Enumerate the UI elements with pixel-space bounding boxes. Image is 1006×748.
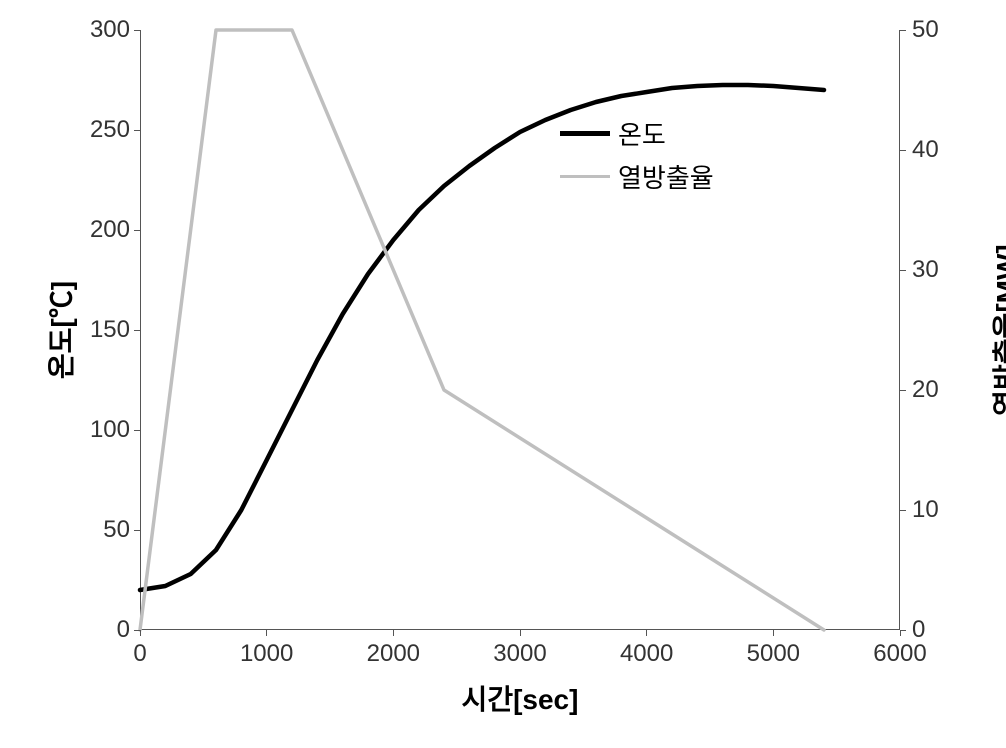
x-tick-label: 3000 (480, 640, 560, 668)
legend-label: 열방출율 (618, 158, 714, 195)
legend-line-icon (560, 175, 610, 179)
legend-label: 온도 (618, 115, 666, 152)
y-left-tick-label: 50 (70, 516, 130, 544)
x-tick-label: 4000 (607, 640, 687, 668)
y-left-tick (134, 30, 140, 31)
y-right-tick-label: 40 (912, 136, 972, 164)
y-left-tick-label: 300 (70, 16, 130, 44)
chart-svg (0, 0, 1006, 748)
y-right-tick (900, 150, 906, 151)
y-right-tick-label: 20 (912, 376, 972, 404)
y-right-tick-label: 30 (912, 256, 972, 284)
x-tick (900, 630, 901, 636)
x-tick-label: 6000 (860, 640, 940, 668)
y-left-tick-label: 200 (70, 216, 130, 244)
y-right-tick-label: 10 (912, 496, 972, 524)
y-left-tick (134, 330, 140, 331)
y-right-tick (900, 630, 906, 631)
y-right-tick-label: 50 (912, 16, 972, 44)
x-tick (520, 630, 521, 636)
x-tick (266, 630, 267, 636)
y-left-tick-label: 150 (70, 316, 130, 344)
x-tick-label: 2000 (353, 640, 433, 668)
x-tick (140, 630, 141, 636)
legend-item: 온도 (560, 115, 714, 152)
series-온도 (140, 85, 824, 590)
x-tick-label: 0 (100, 640, 180, 668)
y-right-tick (900, 270, 906, 271)
x-tick (393, 630, 394, 636)
series-열방출율 (140, 30, 824, 630)
x-tick-label: 1000 (227, 640, 307, 668)
y-right-axis-label: 열방출율[MW] (985, 244, 1006, 415)
y-left-tick (134, 230, 140, 231)
x-tick-label: 5000 (733, 640, 813, 668)
y-right-tick (900, 390, 906, 391)
x-axis-label: 시간[sec] (462, 678, 579, 718)
y-right-tick (900, 30, 906, 31)
x-tick (646, 630, 647, 636)
y-left-tick-label: 100 (70, 416, 130, 444)
x-tick (773, 630, 774, 636)
y-left-tick (134, 430, 140, 431)
chart-container: 온도열방출율 온도[℃] 열방출율[MW] 시간[sec] 0501001502… (0, 0, 1006, 748)
y-left-tick-label: 250 (70, 116, 130, 144)
y-left-tick (134, 130, 140, 131)
y-right-tick (900, 510, 906, 511)
legend-item: 열방출율 (560, 158, 714, 195)
y-left-tick (134, 530, 140, 531)
legend: 온도열방출율 (560, 115, 714, 201)
legend-line-icon (560, 131, 610, 136)
